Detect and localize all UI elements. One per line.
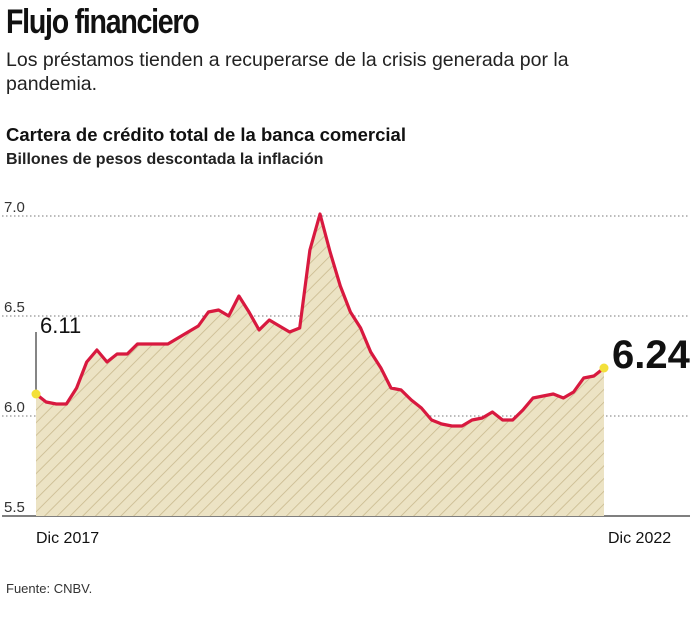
area-fill (36, 214, 604, 516)
x-label-end: Dic 2022 (608, 530, 671, 547)
source-note: Fuente: CNBV. (6, 581, 93, 596)
chart-title: Cartera de crédito total de la banca com… (6, 124, 406, 145)
y-tick-label: 6.0 (4, 399, 25, 416)
series-line (34, 212, 606, 428)
y-axis-ticks: 7.0 6.5 6.0 5.5 (4, 199, 25, 516)
x-label-start: Dic 2017 (36, 530, 99, 547)
end-point (599, 363, 609, 373)
y-tick-label: 5.5 (4, 499, 25, 516)
end-value-label: 6.24 (612, 333, 691, 377)
page-subtitle: Los préstamos tienden a recuperarse de l… (6, 49, 569, 95)
start-point (31, 389, 41, 399)
start-value-label: 6.11 (40, 313, 81, 338)
chart-subtitle: Billones de pesos descontada la inflació… (6, 151, 324, 168)
page-title: Flujo financiero (6, 3, 200, 41)
y-tick-label: 6.5 (4, 299, 25, 316)
y-tick-label: 7.0 (4, 199, 25, 216)
